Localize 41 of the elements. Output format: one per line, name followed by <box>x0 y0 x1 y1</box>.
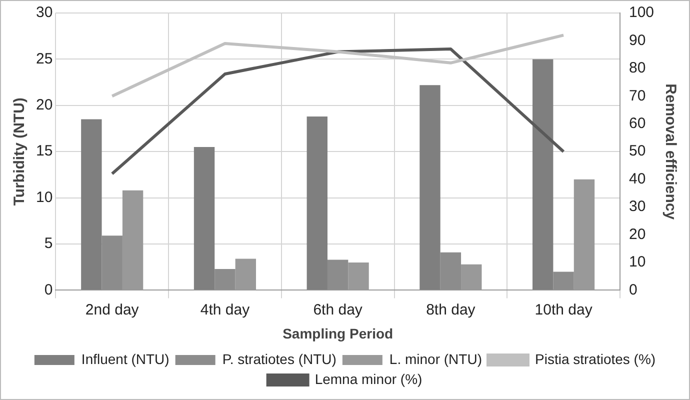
y-tick-label: 5 <box>44 235 53 252</box>
y2-tick-label: 40 <box>628 170 646 188</box>
y-tick-label: 30 <box>36 4 53 22</box>
bar <box>440 252 462 290</box>
legend-label: P. stratiotes (NTU) <box>222 350 336 367</box>
legend-label: Influent (NTU) <box>81 350 170 367</box>
y-tick-label: 25 <box>36 50 53 68</box>
y2-tick-label: 10 <box>628 254 646 271</box>
y2-tick-label: 30 <box>628 198 646 216</box>
bar <box>420 85 440 290</box>
y2-axis-title: Removal efficiency <box>662 84 679 220</box>
bar <box>81 119 102 290</box>
y-tick-label: 20 <box>36 96 53 114</box>
y2-tick-label: 60 <box>628 115 646 132</box>
y2-tick-label: 100 <box>628 4 654 22</box>
y2-tick-label: 80 <box>628 60 646 77</box>
legend-label: Lemna minor (%) <box>314 370 422 387</box>
y-tick-label: 0 <box>44 281 53 298</box>
bar <box>194 146 215 290</box>
bar <box>327 260 348 290</box>
x-tick-label: 6th day <box>313 301 363 318</box>
y2-tick-label: 90 <box>628 32 646 49</box>
legend-label: Pistia stratiotes (%) <box>534 350 656 367</box>
x-tick-label: 2nd day <box>85 301 140 318</box>
y2-tick-label: 50 <box>628 142 646 160</box>
x-tick-label: 4th day <box>200 301 250 318</box>
y-axis-title: Turbidity (NTU) <box>11 98 28 206</box>
bar <box>306 116 328 290</box>
legend-label: L. minor (NTU) <box>389 350 482 367</box>
y2-tick-label: 70 <box>628 87 646 104</box>
y-tick-label: 15 <box>36 142 53 160</box>
bar <box>102 236 122 290</box>
x-tick-label: 10th day <box>534 301 593 318</box>
y-tick-label: 10 <box>36 188 53 206</box>
x-axis-title: Sampling Period <box>282 325 394 342</box>
y2-tick-label: 20 <box>628 226 646 243</box>
y2-tick-label: 0 <box>628 281 638 298</box>
x-tick-label: 8th day <box>426 301 476 318</box>
bar <box>532 59 554 290</box>
bar <box>214 268 236 290</box>
bar <box>553 272 574 290</box>
